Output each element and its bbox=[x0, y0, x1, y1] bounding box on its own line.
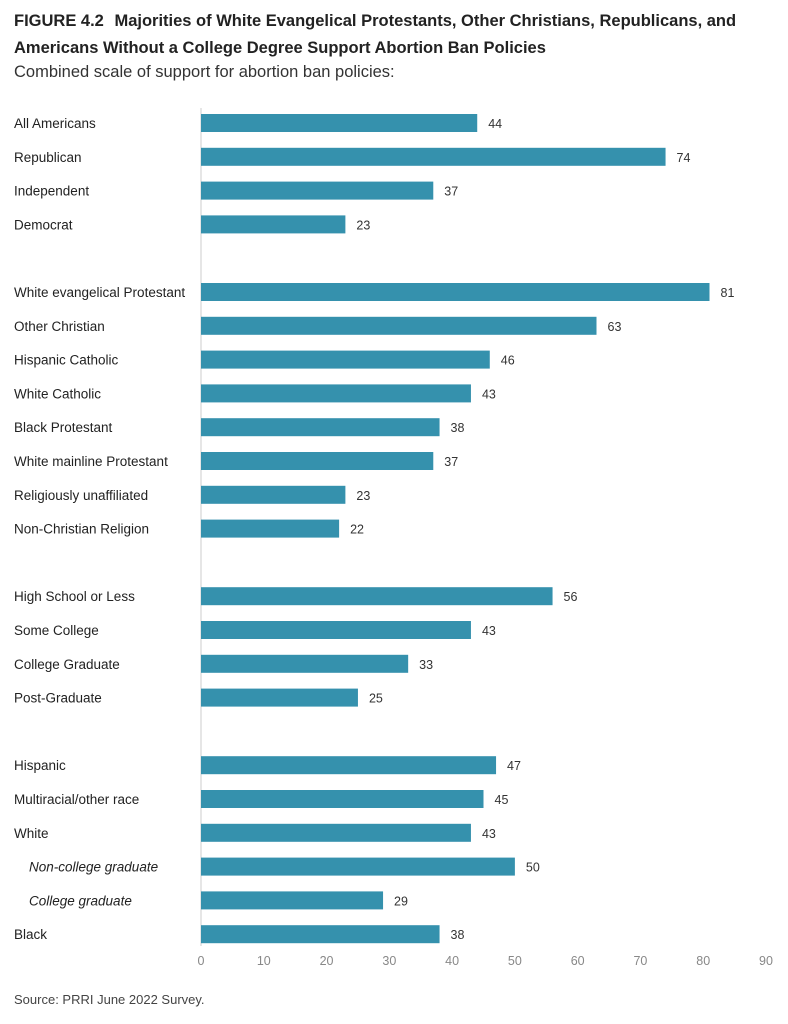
category-label: Multiracial/other race bbox=[14, 792, 139, 807]
value-label: 50 bbox=[526, 861, 540, 875]
value-label: 29 bbox=[394, 894, 408, 908]
category-label: White bbox=[14, 826, 49, 841]
category-label: College Graduate bbox=[14, 657, 120, 672]
x-tick-label: 60 bbox=[571, 954, 585, 968]
bar bbox=[201, 925, 440, 944]
value-label: 74 bbox=[677, 151, 691, 165]
figure-title: FIGURE 4.2 Majorities of White Evangelic… bbox=[14, 8, 774, 62]
category-label: White Catholic bbox=[14, 386, 101, 401]
x-tick-label: 50 bbox=[508, 954, 522, 968]
bar bbox=[201, 790, 484, 808]
value-label: 25 bbox=[369, 692, 383, 706]
bar bbox=[201, 823, 471, 842]
bar bbox=[201, 316, 597, 335]
value-label: 43 bbox=[482, 827, 496, 841]
bar bbox=[201, 181, 434, 200]
bar bbox=[201, 147, 666, 166]
category-label: All Americans bbox=[14, 116, 96, 131]
value-label: 38 bbox=[451, 421, 465, 435]
category-label: College graduate bbox=[29, 893, 132, 908]
category-label: Black Protestant bbox=[14, 420, 113, 435]
value-label: 43 bbox=[482, 624, 496, 638]
value-label: 22 bbox=[350, 523, 364, 537]
category-label: Other Christian bbox=[14, 319, 105, 334]
category-label: Non-Christian Religion bbox=[14, 522, 149, 537]
bar bbox=[201, 418, 440, 437]
bar bbox=[201, 215, 346, 234]
value-label: 45 bbox=[495, 793, 509, 807]
bar bbox=[201, 114, 478, 132]
category-label: Republican bbox=[14, 150, 82, 165]
bar bbox=[201, 384, 471, 403]
bar bbox=[201, 283, 710, 301]
value-label: 47 bbox=[507, 759, 521, 773]
value-label: 63 bbox=[608, 320, 622, 334]
bar bbox=[201, 891, 384, 910]
bar bbox=[201, 621, 471, 639]
bar bbox=[201, 452, 434, 470]
x-tick-label: 10 bbox=[257, 954, 271, 968]
category-label: Religiously unaffiliated bbox=[14, 488, 148, 503]
category-label: High School or Less bbox=[14, 589, 135, 604]
value-label: 37 bbox=[444, 185, 458, 199]
category-label: White mainline Protestant bbox=[14, 454, 168, 469]
bar bbox=[201, 350, 490, 369]
bar bbox=[201, 519, 340, 538]
figure-number: FIGURE 4.2 bbox=[14, 12, 104, 30]
value-label: 46 bbox=[501, 354, 515, 368]
category-label: Democrat bbox=[14, 217, 73, 232]
category-label: White evangelical Protestant bbox=[14, 285, 185, 300]
value-label: 23 bbox=[356, 489, 370, 503]
figure-title-text: Majorities of White Evangelical Protesta… bbox=[14, 12, 737, 57]
category-label: Post-Graduate bbox=[14, 691, 102, 706]
value-label: 23 bbox=[356, 218, 370, 232]
x-tick-label: 40 bbox=[445, 954, 459, 968]
value-label: 43 bbox=[482, 387, 496, 401]
x-tick-label: 20 bbox=[320, 954, 334, 968]
bar bbox=[201, 654, 409, 673]
bar bbox=[201, 485, 346, 504]
category-label: Some College bbox=[14, 623, 99, 638]
source-note: Source: PRRI June 2022 Survey. bbox=[14, 992, 205, 1007]
value-label: 38 bbox=[451, 928, 465, 942]
category-label: Hispanic bbox=[14, 758, 66, 773]
category-label: Hispanic Catholic bbox=[14, 353, 119, 368]
x-tick-label: 90 bbox=[759, 954, 773, 968]
value-label: 81 bbox=[721, 286, 735, 300]
value-label: 56 bbox=[564, 590, 578, 604]
category-label: Independent bbox=[14, 184, 89, 199]
category-label: Non-college graduate bbox=[29, 860, 158, 875]
value-label: 44 bbox=[488, 117, 502, 131]
x-tick-label: 30 bbox=[382, 954, 396, 968]
value-label: 33 bbox=[419, 658, 433, 672]
x-tick-label: 0 bbox=[198, 954, 205, 968]
category-label: Black bbox=[14, 927, 47, 942]
figure-subtitle: Combined scale of support for abortion b… bbox=[14, 63, 395, 81]
bar bbox=[201, 857, 515, 876]
value-label: 37 bbox=[444, 455, 458, 469]
bar bbox=[201, 756, 497, 775]
bar bbox=[201, 587, 553, 606]
x-tick-label: 70 bbox=[633, 954, 647, 968]
bar bbox=[201, 688, 358, 707]
x-tick-label: 80 bbox=[696, 954, 710, 968]
